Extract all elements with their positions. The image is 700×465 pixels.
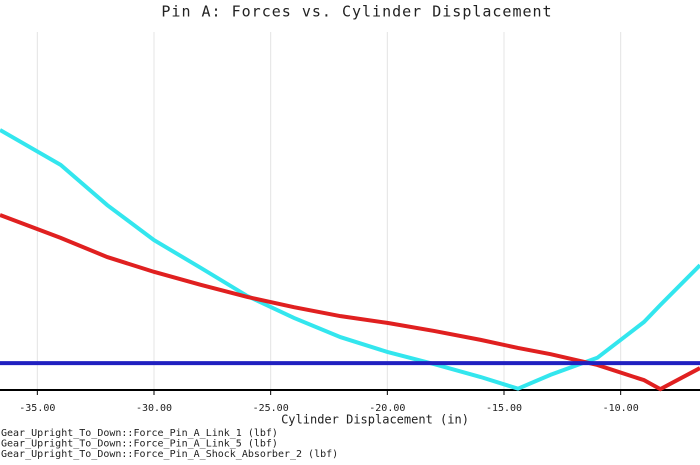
x-tick-label: -15.00 [486,403,522,414]
x-tick-label: -20.00 [369,403,405,414]
x-tick-label: -30.00 [136,403,172,414]
series-line [0,128,700,391]
legend-entry: Gear_Upright_To_Down::Force_Pin_A_Link_1… [1,428,278,439]
x-tick-label: -25.00 [253,403,289,414]
x-tick-label: -35.00 [19,403,55,414]
series-line [0,213,700,392]
chart-title: Pin A: Forces vs. Cylinder Displacement [161,3,552,21]
legend-entry: Gear_Upright_To_Down::Force_Pin_A_Shock_… [1,449,338,460]
x-tick-label: -10.00 [603,403,639,414]
x-axis-label: Cylinder Displacement (in) [281,413,469,427]
legend-entry: Gear_Upright_To_Down::Force_Pin_A_Link_5… [1,439,278,450]
